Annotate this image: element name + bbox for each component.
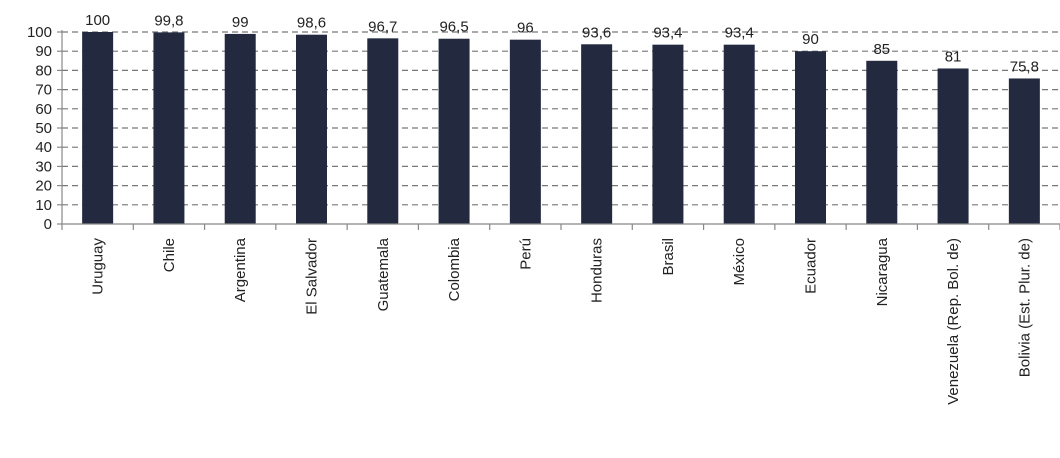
data-label: 96,7 xyxy=(368,18,397,35)
axes xyxy=(57,30,1060,230)
data-label: 96,5 xyxy=(439,19,468,36)
gridlines xyxy=(62,31,1060,206)
y-tick-label: 10 xyxy=(35,197,52,214)
y-tick-label: 100 xyxy=(27,24,52,41)
y-tick-label: 80 xyxy=(35,62,52,79)
y-tick-label: 30 xyxy=(35,158,52,175)
bar-el-salvador xyxy=(296,34,327,224)
data-label: 75,8 xyxy=(1010,58,1039,75)
x-tick-label: Chile xyxy=(161,238,178,272)
bar-venezuela-rep-bol-de xyxy=(937,68,969,224)
data-label: 93,4 xyxy=(653,25,682,42)
data-label: 99,8 xyxy=(154,12,183,29)
x-tick-label: Colombia xyxy=(446,237,463,301)
bar-brasil xyxy=(652,44,684,225)
data-label: 100 xyxy=(85,12,110,29)
bar-per xyxy=(509,39,541,225)
bar-m-xico xyxy=(723,44,755,225)
labels: 0 10 20 30 40 50 60 70 80 90 100 100 Uruguay 99,8 Chil… xyxy=(27,12,1039,405)
x-tick-label: Perú xyxy=(517,238,534,270)
data-label: 98,6 xyxy=(297,15,326,32)
bars xyxy=(82,32,1040,225)
y-tick-label: 70 xyxy=(35,82,52,99)
bar-argentina xyxy=(224,33,256,224)
y-tick-label: 90 xyxy=(35,43,52,60)
x-tick-label: Venezuela (Rep. Bol. de) xyxy=(945,238,962,405)
x-tick-label: Honduras xyxy=(589,238,606,303)
y-tick-label: 20 xyxy=(35,178,52,195)
y-tick-label: 40 xyxy=(35,139,52,156)
data-label: 85 xyxy=(873,41,890,58)
x-tick-label: Guatemala xyxy=(375,237,392,311)
bar-honduras xyxy=(581,44,613,225)
data-label: 90 xyxy=(802,31,819,48)
y-tick-label: 0 xyxy=(44,216,52,233)
bar-ecuador xyxy=(795,51,826,225)
bar-colombia xyxy=(438,38,470,224)
x-tick-label: El Salvador xyxy=(304,238,321,315)
bar-uruguay xyxy=(82,32,114,224)
data-label: 93,6 xyxy=(582,24,611,41)
x-tick-label: Brasil xyxy=(660,238,677,276)
data-label: 96 xyxy=(517,20,534,37)
x-tick-label: Argentina xyxy=(232,237,249,302)
x-tick-label: Ecuador xyxy=(803,238,820,294)
bar-nicaragua xyxy=(866,60,898,224)
x-tick-label: Uruguay xyxy=(90,238,107,295)
y-tick-label: 50 xyxy=(35,120,52,137)
x-tick-label: México xyxy=(731,238,748,286)
bar-bolivia-est-plur-de xyxy=(1008,78,1040,225)
bar-chile xyxy=(153,32,185,224)
x-tick-label: Bolivia (Est. Plur. de) xyxy=(1016,238,1033,377)
data-label: 99 xyxy=(232,14,249,31)
x-tick-label: Nicaragua xyxy=(874,237,891,306)
bar-guatemala xyxy=(367,38,399,224)
y-tick-label: 60 xyxy=(35,101,52,118)
data-label: 93,4 xyxy=(725,25,754,42)
data-label: 81 xyxy=(945,48,962,65)
